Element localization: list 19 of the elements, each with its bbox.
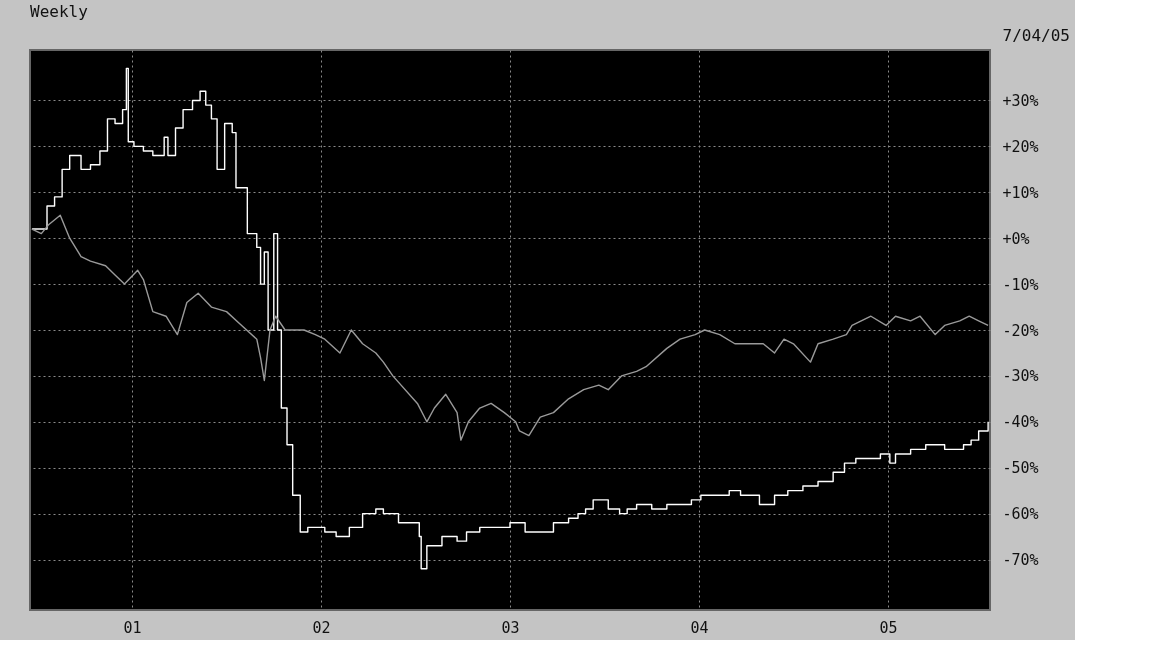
y-tick-label: +10% <box>1002 183 1039 202</box>
x-tick-label: 02 <box>312 618 331 637</box>
y-tick-label: -60% <box>1002 505 1039 524</box>
y-tick-label: -20% <box>1002 321 1039 340</box>
y-tick-label: -50% <box>1002 459 1039 478</box>
chart-title: Weekly <box>30 2 89 21</box>
y-tick-label: +20% <box>1002 137 1039 156</box>
y-tick-label: -70% <box>1002 551 1039 570</box>
x-tick-label: 03 <box>501 618 520 637</box>
y-tick-label: -10% <box>1002 275 1039 294</box>
y-tick-label: +30% <box>1002 91 1039 110</box>
y-tick-label: -40% <box>1002 413 1039 432</box>
line-series <box>31 214 989 441</box>
x-tick-label: 01 <box>123 618 142 637</box>
x-tick-label: 04 <box>690 618 709 637</box>
y-tick-label: +0% <box>1002 229 1030 248</box>
text: 7/04/05 <box>1002 26 1070 45</box>
x-tick-label: 05 <box>879 618 898 637</box>
y-tick-label: -30% <box>1002 367 1039 386</box>
